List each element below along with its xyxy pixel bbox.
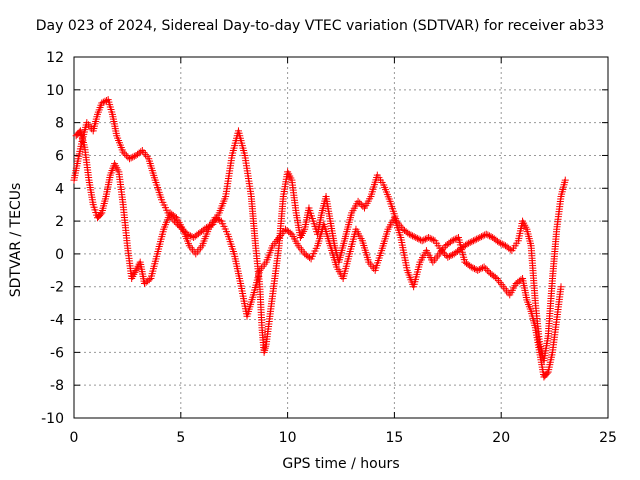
data-point-track-a xyxy=(122,151,130,159)
data-point-track-a xyxy=(426,234,434,242)
data-point-track-a xyxy=(476,234,484,241)
grid-lines xyxy=(74,57,608,418)
data-point-track-a xyxy=(409,232,417,240)
data-point-track-a xyxy=(465,239,473,247)
data-point-track-a xyxy=(418,237,426,245)
y-tick-label: -6 xyxy=(50,345,64,361)
y-tick-label: 2 xyxy=(55,214,64,230)
data-point-track-a xyxy=(497,239,505,247)
x-tick-label: 15 xyxy=(385,430,403,446)
x-axis-label: GPS time / hours xyxy=(282,456,400,472)
x-tick-label: 0 xyxy=(70,430,79,446)
y-tick-label: 0 xyxy=(55,247,64,263)
data-point-track-b xyxy=(97,210,105,218)
data-point-track-b xyxy=(451,235,459,243)
data-point-track-a xyxy=(354,197,362,205)
data-point-track-a xyxy=(413,234,421,242)
data-point-track-a xyxy=(126,155,134,163)
y-tick-label: -2 xyxy=(50,280,64,296)
data-point-track-a xyxy=(357,201,365,209)
y-tick-label: -4 xyxy=(50,313,64,329)
data-point-track-a xyxy=(185,231,193,239)
data-point-track-a xyxy=(474,234,482,242)
data-point-track-b xyxy=(483,266,491,274)
y-tick-label: 12 xyxy=(46,50,64,66)
data-point-track-a xyxy=(477,233,485,241)
data-point-track-a xyxy=(412,234,420,241)
data-point-track-b xyxy=(485,268,493,276)
data-point-track-a xyxy=(471,236,479,244)
data-point-track-b xyxy=(286,229,294,237)
data-point-track-b xyxy=(448,237,456,245)
data-point-track-a xyxy=(463,240,471,248)
y-tick-label: -8 xyxy=(50,378,64,394)
data-point-track-b xyxy=(214,215,222,223)
data-point-track-a xyxy=(119,148,127,156)
y-tick-label: -10 xyxy=(41,411,64,427)
data-point-track-a xyxy=(498,240,506,248)
data-point-track-a xyxy=(428,235,436,243)
data-point-track-b xyxy=(145,276,153,284)
data-point-track-b xyxy=(479,264,487,272)
y-tick-label: 6 xyxy=(55,148,64,164)
y-tick-label: 10 xyxy=(46,83,64,99)
data-point-track-a xyxy=(405,230,413,238)
data-point-track-b xyxy=(543,369,551,377)
data-point-track-a xyxy=(98,99,106,107)
data-point-track-a xyxy=(444,253,452,261)
data-point-track-a xyxy=(425,234,433,241)
data-point-track-a xyxy=(137,148,145,156)
data-point-track-b xyxy=(480,263,488,271)
data-point-track-b xyxy=(491,273,499,281)
data-point-track-b xyxy=(469,264,477,272)
data-point-track-b xyxy=(213,215,221,223)
data-point-track-a xyxy=(479,232,487,240)
data-point-track-a xyxy=(484,231,492,239)
data-point-track-a xyxy=(359,202,367,210)
y-tick-label: 8 xyxy=(55,116,64,132)
chart-title: Day 023 of 2024, Sidereal Day-to-day VTE… xyxy=(35,18,605,34)
data-point-track-a xyxy=(506,245,514,253)
data-point-track-a xyxy=(121,150,129,158)
data-point-track-a xyxy=(410,233,418,241)
data-point-track-a xyxy=(468,238,476,246)
data-point-track-b xyxy=(471,265,478,273)
data-point-track-b xyxy=(474,266,482,274)
data-point-track-a xyxy=(101,97,109,105)
x-tick-label: 25 xyxy=(599,430,617,446)
data-point-track-a xyxy=(485,232,493,240)
data-point-track-a xyxy=(127,154,135,162)
data-point-track-a xyxy=(421,235,429,243)
data-points xyxy=(70,96,569,381)
data-point-track-a xyxy=(469,237,477,245)
data-point-track-a xyxy=(445,252,453,260)
data-point-track-a xyxy=(482,230,490,238)
data-point-track-a xyxy=(473,235,481,243)
data-point-track-a xyxy=(447,252,455,260)
data-point-track-a xyxy=(429,236,437,244)
data-point-track-a xyxy=(420,236,428,244)
data-point-track-b xyxy=(557,283,565,291)
x-tick-label: 10 xyxy=(279,430,297,446)
data-point-track-a xyxy=(561,176,569,184)
data-point-track-b xyxy=(211,214,219,222)
data-point-track-a xyxy=(466,238,474,246)
data-point-track-a xyxy=(129,153,137,161)
data-point-track-a xyxy=(407,231,415,239)
data-point-track-a xyxy=(495,238,503,246)
data-point-track-a xyxy=(356,199,364,207)
x-tick-label: 5 xyxy=(176,430,185,446)
plot-frame xyxy=(73,56,609,419)
data-point-track-a xyxy=(415,235,423,243)
data-point-track-b xyxy=(475,265,483,273)
x-tick-label: 20 xyxy=(492,430,510,446)
axis-ticks: -10 -8 -6 -4 -2 0 2 4 6 8 10 12 0 5 10 15 20 25 xyxy=(41,50,617,446)
data-point-track-b xyxy=(482,265,490,273)
y-tick-label: 4 xyxy=(55,181,64,197)
data-point-track-b xyxy=(171,213,179,221)
data-point-track-b xyxy=(467,263,475,271)
data-point-track-b xyxy=(305,254,313,262)
data-point-track-b xyxy=(216,216,224,224)
